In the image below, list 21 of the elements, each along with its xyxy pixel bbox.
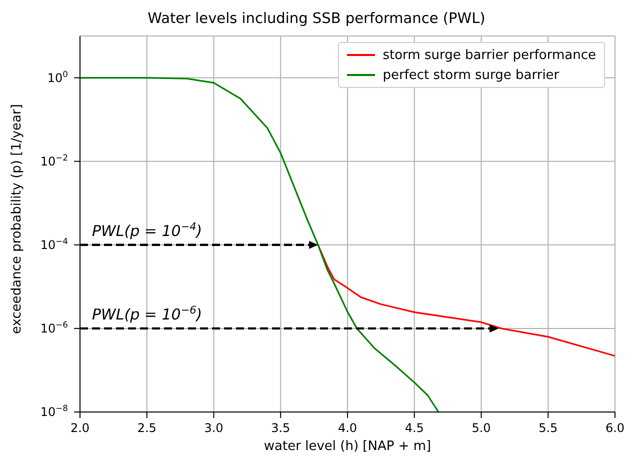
x-tick-label: 4.0 [338, 421, 358, 435]
x-tick-label: 2.0 [70, 421, 90, 435]
x-tick-label: 5.0 [472, 421, 491, 435]
x-tick-label: 3.5 [271, 421, 290, 435]
y-tick-label: 10$^{−8}$ [40, 403, 68, 419]
x-axis-title: water level (h) [NAP + m] [264, 439, 432, 454]
x-tick-label: 2.5 [137, 421, 156, 435]
x-tick-label: 5.5 [538, 421, 558, 435]
y-tick-label: 10$^{−6}$ [40, 319, 68, 336]
y-axis-title: exceedance probability (p) [1/year] [10, 104, 25, 334]
x-tick-label: 3.0 [204, 421, 224, 435]
chart-title: Water levels including SSB performance (PWL) [146, 10, 486, 29]
y-tick-label: 10$^{−4}$ [40, 236, 68, 252]
x-tick-label: 6.0 [605, 421, 625, 435]
annotation: PWL(p = 10$^{−4}$) [92, 220, 202, 240]
legend-label: perfect storm surge barrier [382, 68, 560, 82]
x-tick-label: 4.5 [404, 421, 424, 435]
annotation: PWL(p = 10$^{−6}$) [92, 304, 202, 324]
y-tick-label: 10$^{−2}$ [40, 152, 68, 168]
legend-label: storm surge barrier performance [382, 48, 596, 62]
y-tick-label: 10$^{0}$ [47, 68, 68, 85]
